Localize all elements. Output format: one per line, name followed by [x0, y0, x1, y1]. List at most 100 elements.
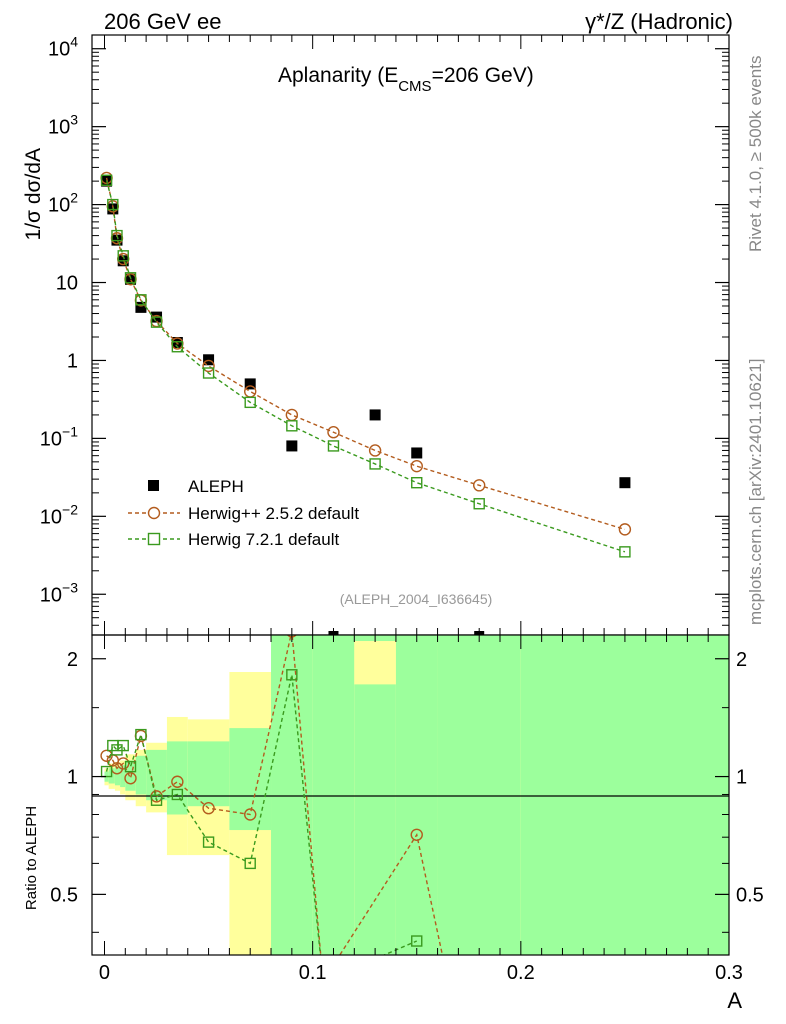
x-tick-label: 0.2 [507, 962, 535, 984]
aleph-point [286, 440, 298, 452]
main-y-tick-label: 10−3 [40, 579, 78, 606]
ratio-herwigpp-point [100, 749, 113, 762]
band-inner [135, 755, 147, 795]
main-y-tick-label: 1 [67, 350, 78, 372]
ratio-herwig7-point [150, 794, 163, 806]
herwig7-point [111, 229, 123, 242]
herwig7-point [286, 420, 298, 432]
herwigpp-point [327, 426, 340, 439]
ratio-herwig7-point [124, 760, 137, 773]
main-y-tick-label: 104 [48, 34, 78, 61]
herwigpp-point [368, 444, 382, 457]
uncertainty-bands [104, 635, 729, 955]
ratio-y-tick-label: 1 [67, 767, 78, 789]
ratio-y-tick-label-right: 0.5 [736, 884, 764, 906]
ratio-herwig7-point [100, 765, 113, 778]
x-tick-label: 0 [99, 962, 110, 984]
legend-marker-aleph [148, 480, 159, 491]
ratio-y-tick-label: 0.5 [50, 884, 78, 906]
legend-marker-herwigpp [147, 506, 161, 520]
band-inner [187, 741, 230, 807]
band-inner [120, 765, 126, 788]
aleph-point [135, 301, 147, 313]
aleph-point [619, 477, 631, 489]
ratio-herwigpp-point [124, 772, 137, 785]
main-y-tick-label: 102 [48, 190, 78, 217]
x-tick-label: 0.3 [715, 962, 743, 984]
band-inner [395, 635, 438, 955]
main-y-tick-label: 10 [56, 273, 78, 295]
herwig7-point [135, 294, 147, 306]
herwig7-point [327, 440, 340, 452]
band-inner [271, 635, 313, 955]
ratio-herwig7-point [171, 788, 184, 801]
ratio-herwig7-point [286, 669, 298, 681]
legend-label-herwig7: Herwig 7.2.1 default [188, 530, 339, 549]
herwig7-point [107, 198, 119, 211]
legend-label-aleph: ALEPH [188, 477, 244, 496]
herwig7-point [411, 477, 423, 489]
main-y-tick-label: 103 [48, 112, 78, 139]
main-y-axis-label: 1/σ dσ/dA [22, 148, 45, 240]
ratio-y-tick-label-right: 2 [736, 649, 747, 671]
ratio-herwigpp-point [171, 775, 184, 788]
band-inner [312, 635, 355, 955]
herwig7-point [202, 367, 215, 379]
herwig7-point [124, 272, 137, 284]
herwigpp-point [472, 479, 486, 492]
band-inner [146, 749, 167, 801]
band-inner [520, 635, 729, 955]
ratio-y-tick-label: 2 [67, 649, 78, 671]
x-tick-label: 0.1 [299, 962, 327, 984]
band-inner [114, 766, 121, 786]
ratio-line-herwigpp [106, 635, 444, 955]
main-series-layer [100, 171, 632, 635]
ratio-herwig7-point [117, 739, 129, 752]
ratio-axes: 0.5 0.5 1 1 2 2 0 0.1 0.2 0.3 [50, 635, 764, 984]
aleph-point [369, 409, 381, 421]
herwig7-point [369, 458, 381, 470]
herwig7-point [150, 316, 163, 328]
aleph-point [125, 273, 137, 285]
band-outer-patch [354, 641, 396, 685]
analysis-reference: (ALEPH_2004_I636645) [340, 591, 493, 607]
band-inner [437, 635, 521, 955]
ratio-herwig7-point [202, 836, 215, 848]
process-label: γ*/Z (Hadronic) [585, 9, 733, 34]
main-line-herwig7 [105, 180, 626, 553]
ratio-herwig7-point [411, 935, 423, 947]
herwig7-point [619, 546, 631, 558]
ratio-herwig7-point [135, 728, 147, 741]
legend-marker-herwig7 [147, 532, 161, 546]
herwig7-point [473, 498, 485, 510]
ratio-herwigpp-point [244, 808, 257, 821]
main-y-tick-label: 10−2 [40, 501, 78, 528]
ratio-series-layer [100, 635, 444, 955]
ratio-herwigpp-point [202, 802, 215, 815]
herwig7-point [100, 174, 113, 186]
aleph-point [244, 378, 256, 390]
ratio-y-tick-label-right: 1 [736, 767, 747, 789]
ratio-plot-panel: 0.5 0.5 1 1 2 2 0 0.1 0.2 0.3 Ratio to ALEPH A [23, 634, 764, 1013]
herwigpp-point [618, 523, 632, 536]
herwigpp-point [410, 459, 423, 473]
ratio-herwigpp-point [410, 828, 423, 841]
legend: ALEPH Herwig++ 2.5.2 default Herwig 7.2.… [128, 477, 359, 549]
ratio-herwig7-point [244, 857, 256, 870]
herwig7-point [117, 250, 129, 262]
herwig7-point [171, 341, 184, 353]
mcplots-ref: mcplots.cern.ch [arXiv:2401.10621] [746, 359, 765, 625]
ratio-line-herwig7 [105, 674, 418, 955]
herwigpp-point [285, 408, 299, 422]
rivet-info: Rivet 4.1.0, ≥ 500k events [746, 56, 765, 252]
herwigpp-point [202, 359, 215, 373]
main-y-tick-label: 10−1 [40, 423, 78, 450]
plot-title: Aplanarity (ECMS=206 GeV) [278, 64, 534, 95]
herwig7-point [244, 396, 256, 409]
main-line-herwigpp [105, 177, 626, 531]
band-inner [354, 635, 396, 955]
legend-label-herwigpp: Herwig++ 2.5.2 default [188, 504, 359, 523]
